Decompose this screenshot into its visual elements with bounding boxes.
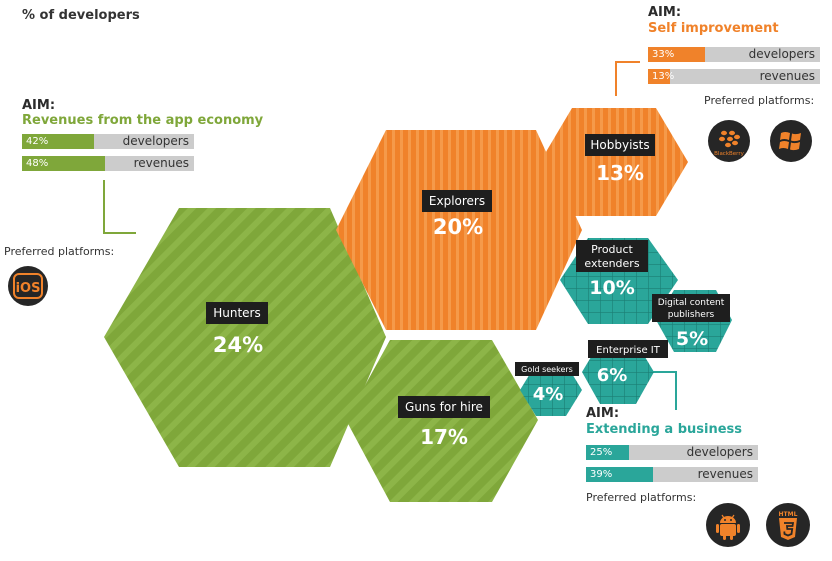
segment-label-digital-content-line1: Digital content	[658, 298, 725, 308]
page-title: % of developers	[22, 8, 140, 23]
label-box-hunters	[206, 302, 268, 324]
segment-pct-hobbyists: 13%	[596, 161, 644, 185]
orange-revenues-pct: 13%	[652, 71, 675, 82]
green-developers-pct: 42%	[26, 136, 49, 147]
teal-developers-bar-fill	[586, 445, 629, 460]
segment-pct-digital-content: 5%	[676, 328, 708, 350]
segment-label-enterprise-it: Enterprise IT	[596, 345, 661, 356]
orange-aim-name: Self improvement	[648, 21, 779, 36]
green-aim-label: AIM:	[22, 98, 56, 113]
segment-pct-gold-seekers: 4%	[533, 384, 564, 405]
green-revenues-label: revenues	[133, 156, 189, 170]
teal-revenues-bar: 39% revenues	[586, 467, 758, 482]
ios-icon: iOS	[8, 266, 48, 306]
label-box-explorers	[422, 190, 492, 212]
orange-preferred-platforms-label: Preferred platforms:	[704, 94, 815, 107]
green-revenues-bar: 48% revenues	[22, 156, 194, 171]
blackberry-icon: BlackBerry	[708, 120, 750, 162]
label-box-guns-for-hire	[398, 396, 490, 418]
teal-revenues-bar-fill	[586, 467, 654, 482]
segment-label-gold-seekers: Gold seekers	[521, 365, 573, 374]
html5-icon-text: HTML	[779, 511, 798, 518]
orange-developers-bar-fill	[648, 47, 705, 62]
html5-icon: HTML	[766, 503, 810, 547]
orange-revenues-label: revenues	[759, 69, 815, 83]
label-box-hobbyists	[585, 134, 655, 156]
orange-connector-line	[615, 61, 640, 96]
orange-developers-label: developers	[748, 47, 815, 61]
green-developers-label: developers	[122, 134, 189, 148]
orange-developers-pct: 33%	[652, 49, 675, 60]
segment-pct-hunters: 24%	[213, 333, 263, 357]
label-box-digital-content	[652, 294, 730, 322]
ios-icon-text: iOS	[16, 281, 41, 296]
label-box-gold-seekers	[515, 362, 579, 376]
blackberry-icon-text: BlackBerry	[714, 151, 744, 157]
hexagon-gold-seekers	[520, 364, 582, 416]
windows-icon	[770, 120, 812, 162]
orange-aim-label: AIM:	[648, 5, 682, 20]
label-box-product-extenders	[576, 240, 648, 272]
hexagon-explorers	[336, 130, 582, 330]
segment-label-hunters: Hunters	[213, 306, 261, 320]
orange-revenues-bar-fill	[648, 69, 671, 84]
orange-revenues-bar: 13% revenues	[648, 69, 820, 84]
teal-revenues-label: revenues	[697, 467, 753, 481]
segment-label-product-extenders-line1: Product	[591, 243, 633, 256]
teal-aim-name: Extending a business	[586, 422, 742, 437]
label-box-enterprise-it	[588, 340, 668, 358]
teal-developers-label: developers	[686, 445, 753, 459]
green-preferred-platforms-label: Preferred platforms:	[4, 245, 115, 258]
segment-pct-product-extenders: 10%	[589, 277, 634, 299]
android-icon	[706, 503, 750, 547]
teal-revenues-pct: 39%	[590, 469, 613, 480]
segment-pct-guns-for-hire: 17%	[420, 425, 468, 449]
teal-preferred-platforms-label: Preferred platforms:	[586, 491, 697, 504]
teal-connector-line	[652, 371, 677, 410]
green-developers-bar: 42% developers	[22, 134, 194, 149]
orange-developers-bar: 33% developers	[648, 47, 820, 62]
hexagon-guns-for-hire	[346, 340, 538, 502]
segment-label-guns-for-hire: Guns for hire	[405, 400, 483, 414]
segment-label-digital-content-line2: publishers	[668, 310, 715, 320]
segment-label-product-extenders-line2: extenders	[584, 257, 639, 270]
green-connector-line	[103, 180, 136, 234]
teal-aim-label: AIM:	[586, 406, 620, 421]
green-developers-bar-fill	[22, 134, 95, 149]
green-revenues-pct: 48%	[26, 158, 49, 169]
teal-developers-pct: 25%	[590, 447, 613, 458]
hexagon-hunters	[104, 208, 386, 467]
segment-label-explorers: Explorers	[429, 194, 485, 208]
segment-pct-explorers: 20%	[433, 215, 483, 239]
green-aim-name: Revenues from the app economy	[22, 113, 264, 128]
segment-pct-enterprise-it: 6%	[597, 365, 628, 386]
green-revenues-bar-fill	[22, 156, 105, 171]
segment-label-hobbyists: Hobbyists	[590, 138, 649, 152]
teal-developers-bar: 25% developers	[586, 445, 758, 460]
